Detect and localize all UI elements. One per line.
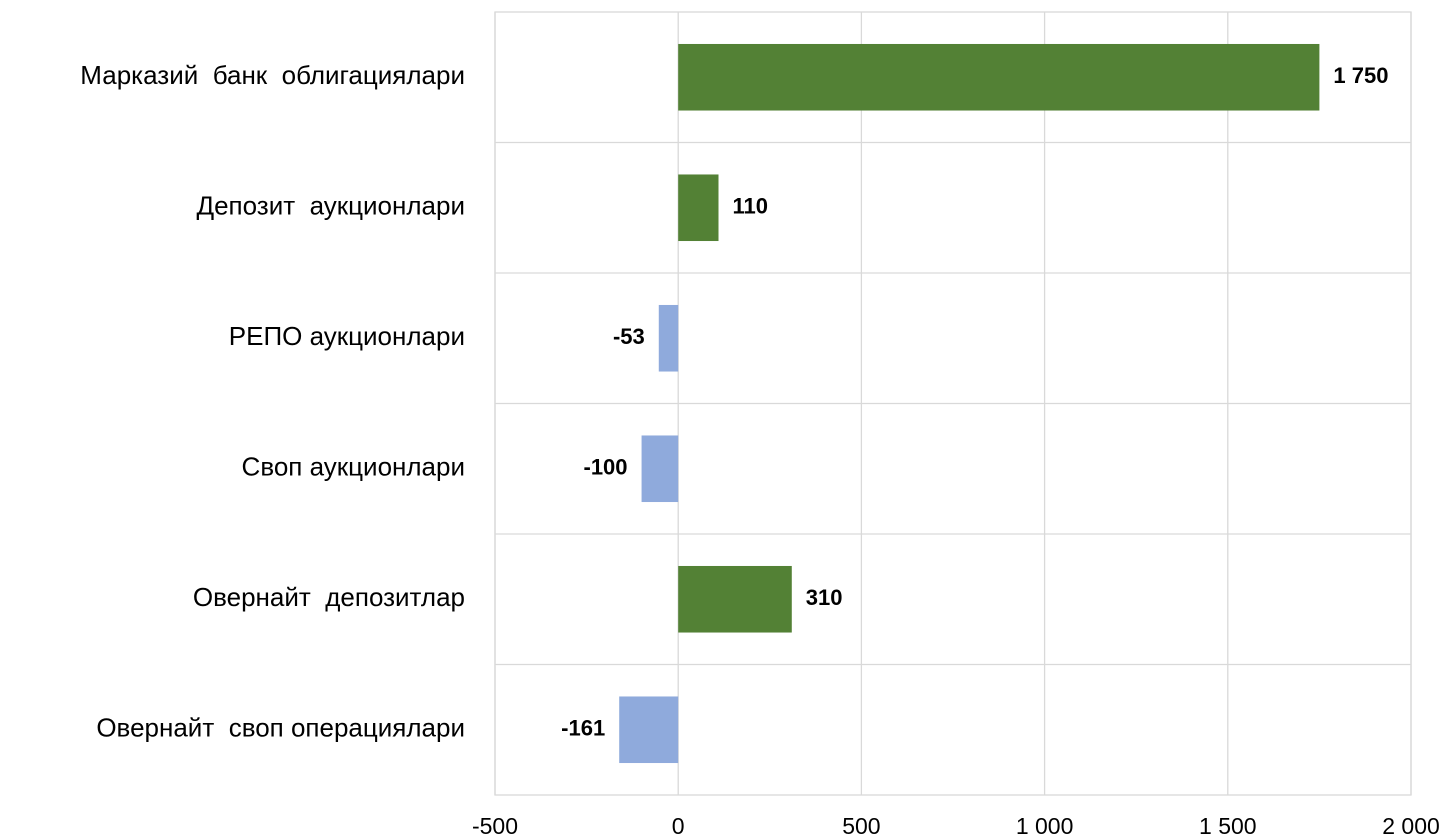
plot-frame (494, 11, 1412, 796)
category-label: Овернайт своп операциялари (96, 713, 465, 743)
bar (678, 565, 792, 633)
bar (641, 435, 679, 503)
category-label: Депозит аукционлари (196, 191, 465, 221)
category-label: Марказий банк облигациялари (80, 60, 465, 90)
x-tick-label: 500 (842, 813, 880, 839)
bar (678, 174, 719, 242)
x-tick-label: 1 000 (1016, 813, 1074, 839)
value-label: 1 750 (1333, 63, 1388, 88)
value-label: -161 (561, 716, 605, 741)
x-tick-label: 2 000 (1382, 813, 1440, 839)
x-tick-label: 0 (672, 813, 685, 839)
bar (658, 304, 679, 372)
value-label: -53 (613, 324, 645, 349)
x-tick-label: 1 500 (1199, 813, 1257, 839)
bar (678, 43, 1320, 111)
category-label: Своп аукционлари (242, 452, 465, 482)
bar (619, 696, 679, 764)
category-label: Овернайт депозитлар (193, 582, 465, 612)
value-label: 310 (806, 585, 843, 610)
category-label: РЕПО аукционлари (229, 321, 465, 351)
value-label: -100 (584, 455, 628, 480)
x-tick-label: -500 (472, 813, 518, 839)
value-label: 110 (733, 194, 769, 219)
